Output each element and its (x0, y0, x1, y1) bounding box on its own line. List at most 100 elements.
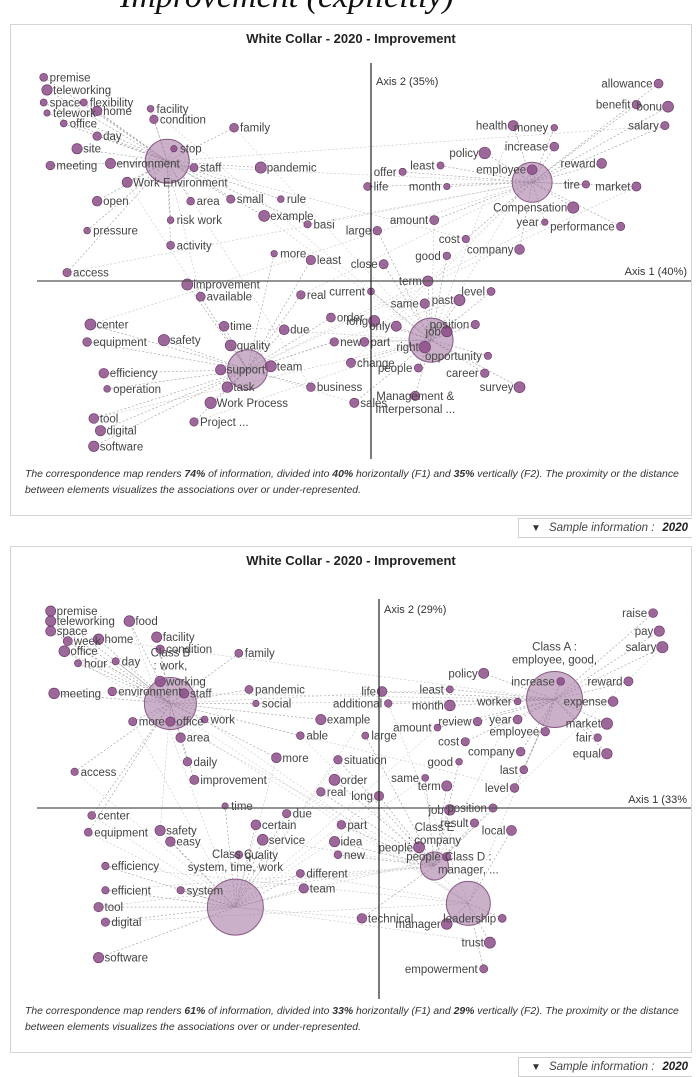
term-point[interactable] (346, 357, 356, 368)
class-bubble[interactable] (511, 161, 553, 203)
class-bubble[interactable] (419, 851, 449, 881)
term-point[interactable] (181, 278, 194, 291)
class-bubble[interactable] (206, 878, 264, 936)
term-point[interactable] (234, 648, 244, 658)
term-point[interactable] (70, 767, 79, 776)
term-point[interactable] (95, 425, 106, 437)
term-point[interactable] (88, 413, 99, 424)
term-point[interactable] (472, 716, 483, 727)
term-point[interactable] (215, 364, 227, 376)
term-point[interactable] (182, 757, 193, 767)
term-point[interactable] (441, 918, 453, 930)
term-point[interactable] (376, 686, 388, 697)
term-point[interactable] (507, 120, 519, 131)
term-point[interactable] (497, 914, 507, 923)
term-point[interactable] (519, 765, 529, 775)
term-point[interactable] (653, 625, 665, 637)
term-point[interactable] (414, 363, 423, 373)
term-point[interactable] (157, 334, 170, 347)
term-point[interactable] (62, 636, 73, 647)
term-point[interactable] (333, 755, 343, 765)
term-point[interactable] (296, 869, 305, 878)
term-point[interactable] (461, 235, 470, 243)
term-point[interactable] (486, 287, 496, 296)
term-point[interactable] (601, 748, 613, 760)
term-point[interactable] (226, 194, 236, 204)
term-point[interactable] (513, 697, 522, 706)
term-point[interactable] (103, 385, 111, 393)
term-point[interactable] (45, 160, 56, 171)
term-point[interactable] (101, 886, 110, 895)
term-point[interactable] (100, 917, 110, 927)
term-point[interactable] (443, 182, 451, 191)
term-point[interactable] (567, 201, 580, 214)
term-point[interactable] (631, 181, 642, 192)
term-point[interactable] (478, 667, 490, 679)
term-point[interactable] (252, 699, 260, 708)
term-point[interactable] (356, 913, 368, 924)
term-point[interactable] (419, 298, 430, 309)
term-point[interactable] (653, 78, 664, 89)
term-point[interactable] (513, 381, 526, 393)
term-point[interactable] (418, 341, 431, 354)
term-point[interactable] (648, 608, 658, 618)
term-point[interactable] (189, 163, 199, 172)
term-point[interactable] (179, 688, 190, 699)
term-point[interactable] (149, 114, 159, 124)
term-point[interactable] (631, 99, 642, 110)
term-point[interactable] (398, 167, 407, 176)
term-point[interactable] (271, 752, 282, 763)
term-point[interactable] (656, 641, 669, 654)
term-point[interactable] (372, 225, 382, 236)
term-point[interactable] (84, 318, 97, 331)
term-point[interactable] (512, 714, 523, 725)
term-point[interactable] (410, 390, 421, 401)
term-point[interactable] (436, 161, 445, 170)
term-point[interactable] (41, 84, 53, 96)
term-point[interactable] (93, 952, 105, 964)
term-point[interactable] (166, 216, 175, 224)
term-point[interactable] (204, 396, 217, 409)
term-point[interactable] (516, 747, 526, 757)
term-point[interactable] (105, 157, 116, 169)
term-point[interactable] (296, 290, 306, 300)
term-point[interactable] (550, 124, 558, 132)
term-point[interactable] (221, 381, 234, 393)
term-point[interactable] (200, 715, 209, 724)
term-point[interactable] (39, 98, 48, 107)
term-point[interactable] (218, 321, 230, 332)
term-point[interactable] (84, 828, 93, 837)
term-point[interactable] (43, 109, 51, 117)
term-point[interactable] (48, 687, 60, 700)
term-point[interactable] (39, 73, 48, 82)
term-point[interactable] (484, 936, 496, 949)
term-point[interactable] (421, 774, 429, 782)
term-point[interactable] (270, 250, 278, 258)
term-point[interactable] (526, 164, 538, 175)
term-point[interactable] (541, 218, 549, 226)
term-point[interactable] (328, 774, 341, 786)
term-point[interactable] (165, 716, 176, 727)
term-point[interactable] (549, 141, 559, 152)
term-point[interactable] (429, 215, 440, 225)
term-point[interactable] (111, 657, 120, 666)
term-point[interactable] (296, 731, 305, 740)
term-point[interactable] (107, 686, 117, 697)
class-bubble[interactable] (526, 670, 584, 728)
term-point[interactable] (329, 836, 341, 848)
term-point[interactable] (442, 251, 451, 260)
term-point[interactable] (195, 291, 206, 302)
term-point[interactable] (98, 368, 109, 379)
term-point[interactable] (91, 196, 103, 207)
term-point[interactable] (45, 605, 57, 617)
term-point[interactable] (660, 121, 670, 131)
term-point[interactable] (166, 241, 175, 250)
term-point[interactable] (480, 368, 490, 378)
term-point[interactable] (71, 143, 83, 155)
term-point[interactable] (58, 645, 71, 657)
term-point[interactable] (254, 161, 267, 174)
term-point[interactable] (662, 100, 674, 113)
term-point[interactable] (170, 145, 178, 153)
term-point[interactable] (62, 268, 72, 278)
term-point[interactable] (93, 902, 104, 913)
